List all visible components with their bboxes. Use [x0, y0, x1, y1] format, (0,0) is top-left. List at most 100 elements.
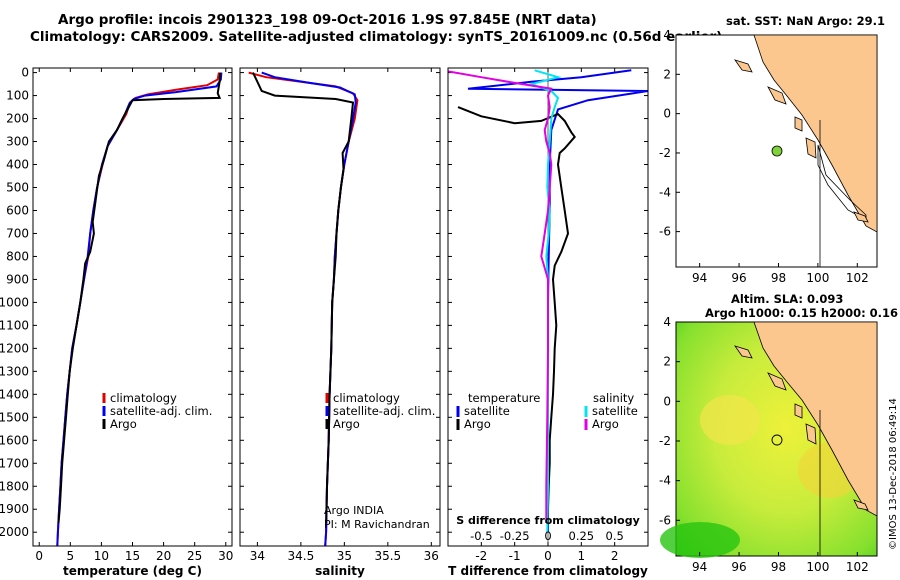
series-line-climatology — [56, 72, 220, 546]
x-tick-label: -2 — [475, 549, 487, 563]
x-tick-label: 2 — [611, 549, 619, 563]
plot-frame — [447, 67, 649, 547]
series-line-satellite-adj-clim- — [56, 72, 223, 546]
x-tick-label: 0 — [35, 549, 43, 563]
sumatra-land — [753, 34, 878, 233]
sst-map-title: sat. SST: NaN Argo: 29.1 — [726, 14, 886, 28]
imos-timestamp: ©IMOS 13-Dec-2018 06:49:14 — [888, 398, 899, 550]
depth-tick-label: 0 — [21, 66, 29, 80]
legend-label: satellite-adj. clim. — [333, 404, 435, 418]
legend-label: Argo — [110, 417, 137, 431]
depth-axis: 0 100 200 300 400 500 600 700 800 900 1000 1100 1200… — [0, 66, 29, 540]
map-x-tick-label: 94 — [692, 560, 707, 574]
depth-tick-label: 400 — [6, 158, 29, 172]
island-siberut — [805, 423, 817, 445]
depth-tick-label: 1600 — [0, 433, 29, 447]
x-tick-label: 1 — [578, 549, 586, 563]
series-line-argo — [252, 72, 355, 524]
x-tick-label: 30 — [218, 549, 233, 563]
sla-map-axes: 94 96 98 100 102 4 2 0 -2 -4 -6 — [659, 315, 869, 574]
island-simeulue — [734, 345, 753, 359]
series-line-salinity-argo — [448, 70, 553, 523]
sla-map-title-line2: Argo h1000: 0.15 h2000: 0.16 — [705, 306, 899, 320]
depth-tick-label: 600 — [6, 203, 29, 217]
map-y-tick-label: -6 — [659, 225, 671, 239]
map-y-tick-label: 2 — [663, 67, 671, 81]
legend-label: satellite-adj. clim. — [110, 404, 212, 418]
argo-float-marker — [771, 145, 783, 157]
depth-tick-label: 1900 — [0, 502, 29, 516]
plot-frame — [32, 67, 233, 547]
secondary-tick-label: 0.5 — [606, 529, 624, 543]
secondary-axis-label: S difference from climatology — [456, 514, 640, 527]
depth-tick-label: 1300 — [0, 364, 29, 378]
depth-tick-label: 800 — [6, 249, 29, 263]
annotation-line: Argo INDIA — [324, 504, 384, 517]
island-enggano — [853, 211, 869, 223]
secondary-tick-label: 0.25 — [569, 529, 595, 543]
depth-tick-label: 1200 — [0, 341, 29, 355]
x-tick-label: 10 — [94, 549, 109, 563]
sla-patch — [700, 395, 760, 445]
legend-label: Argo — [592, 417, 619, 431]
x-tick-label: 15 — [125, 549, 140, 563]
map-y-tick-label: 2 — [663, 355, 671, 369]
series-line-satellite-adj-clim- — [261, 71, 357, 546]
map-x-tick-label: 96 — [731, 560, 746, 574]
legend-label: Argo — [333, 417, 360, 431]
sst-map: 94 96 98 100 102 4 2 0 -2 -4 -6 — [659, 28, 878, 285]
depth-tick-label: 1500 — [0, 410, 29, 424]
island-siberut — [805, 137, 817, 159]
map-y-tick-label: 4 — [663, 315, 671, 329]
depth-tick-label: 1400 — [0, 387, 29, 401]
series-line-temperature-argo — [457, 106, 576, 523]
island-batu — [794, 116, 803, 132]
island-nias — [767, 86, 787, 105]
map-y-tick-label: -4 — [659, 474, 671, 488]
secondary-tick-label: 0 — [544, 529, 551, 543]
map-x-tick-label: 98 — [771, 560, 786, 574]
series-line-argo — [57, 72, 222, 524]
x-tick-label: 20 — [156, 549, 171, 563]
depth-tick-label: 1800 — [0, 479, 29, 493]
figure-title-line2: Climatology: CARS2009. Satellite-adjuste… — [30, 29, 723, 45]
map-y-tick-label: 0 — [663, 107, 671, 121]
map-x-tick-label: 100 — [806, 560, 829, 574]
annotation-line: PI: M Ravichandran — [324, 518, 430, 531]
plot-frame — [239, 67, 441, 547]
x-tick-label: 34 — [250, 549, 265, 563]
legend-label: satellite — [464, 404, 510, 418]
x-tick-label: 35 — [337, 549, 352, 563]
sla-patch — [660, 522, 740, 558]
legend-label: climatology — [333, 391, 400, 405]
map-y-tick-label: -2 — [659, 146, 671, 160]
map-y-tick-label: -4 — [659, 185, 671, 199]
x-tick-label: 25 — [187, 549, 202, 563]
argo-float-marker — [771, 434, 783, 446]
x-axis-label: temperature (deg C) — [63, 564, 202, 578]
series-line-temperature-satellite — [467, 69, 648, 533]
depth-tick-label: 1700 — [0, 456, 29, 470]
depth-tick-label: 1100 — [0, 318, 29, 332]
x-tick-label: 35.5 — [374, 549, 401, 563]
map-x-tick-label: 100 — [806, 271, 829, 285]
depth-tick-label: 900 — [6, 272, 29, 286]
difference-panel: -2 -1 0 1 2T difference from climatology temp… — [447, 67, 649, 578]
x-tick-label: 0 — [544, 549, 552, 563]
map-y-tick-label: 4 — [663, 28, 671, 42]
legend-label: satellite — [592, 404, 638, 418]
island-batu — [794, 403, 803, 419]
depth-tick-label: 2000 — [0, 525, 29, 539]
map-x-tick-label: 96 — [731, 271, 746, 285]
map-x-tick-label: 102 — [846, 560, 869, 574]
map-x-tick-label: 94 — [692, 271, 707, 285]
legend-label: climatology — [110, 391, 177, 405]
depth-tick-label: 700 — [6, 226, 29, 240]
series-line-climatology — [248, 71, 359, 546]
secondary-tick-label: -0.25 — [500, 529, 530, 543]
map-x-tick-label: 98 — [771, 271, 786, 285]
x-tick-label: 5 — [66, 549, 74, 563]
depth-tick-label: 1000 — [0, 295, 29, 309]
legend-heading: salinity — [593, 391, 634, 405]
